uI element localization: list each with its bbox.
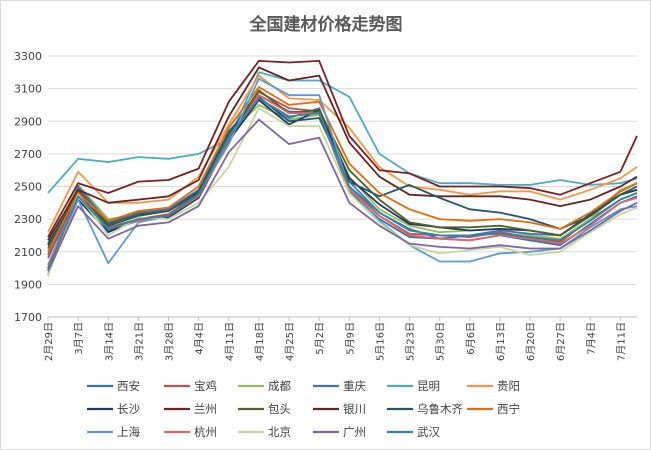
x-tick-label: 5月16日 — [374, 322, 386, 361]
series-line-17 — [47, 97, 638, 271]
x-tick-label: 6月6日 — [465, 322, 477, 355]
y-tick-label: 2500 — [14, 181, 42, 194]
legend-label: 贵阳 — [497, 379, 520, 393]
legend-label: 兰州 — [194, 402, 217, 416]
y-tick-label: 2900 — [14, 115, 42, 128]
y-tick-label: 2700 — [14, 148, 42, 161]
legend-label: 宝鸡 — [194, 379, 217, 393]
legend-label: 成都 — [268, 379, 291, 393]
legend-label: 乌鲁木齐 — [417, 402, 463, 416]
y-tick-label: 2300 — [14, 213, 42, 226]
y-tick-label: 1900 — [14, 278, 42, 291]
legend-label: 昆明 — [417, 379, 440, 393]
x-tick-label: 5月9日 — [344, 322, 356, 355]
x-tick-label: 6月20日 — [525, 322, 537, 361]
series-line-14 — [47, 94, 638, 266]
legend-label: 北京 — [268, 425, 291, 439]
series-line-11 — [47, 95, 638, 245]
series-line-9 — [47, 89, 638, 249]
series-line-8 — [47, 60, 638, 238]
legend-label: 武汉 — [417, 425, 440, 439]
legend-label: 上海 — [117, 425, 140, 439]
legend-label: 杭州 — [194, 425, 217, 439]
y-tick-label: 3300 — [14, 50, 42, 63]
x-tick-label: 2月29日 — [43, 322, 55, 361]
legend-label: 包头 — [268, 402, 291, 416]
x-tick-label: 3月21日 — [133, 322, 145, 361]
series-line-10 — [47, 66, 638, 241]
x-tick-label: 5月23日 — [405, 322, 417, 361]
x-tick-label: 3月14日 — [103, 322, 115, 361]
series-layer — [47, 60, 638, 277]
x-tick-label: 6月13日 — [495, 322, 507, 361]
x-tick-label: 4月4日 — [194, 322, 206, 355]
legend-label: 重庆 — [343, 379, 366, 393]
x-tick-label: 4月25日 — [284, 322, 296, 361]
y-tick-label: 3100 — [14, 83, 42, 96]
x-tick-label: 5月30日 — [435, 322, 447, 361]
x-tick-label: 4月18日 — [254, 322, 266, 361]
series-line-5 — [47, 71, 638, 194]
x-tick-label: 7月11日 — [615, 322, 627, 361]
legend-label: 西安 — [117, 379, 140, 393]
legend-label: 西宁 — [497, 402, 520, 416]
legend-label: 长沙 — [117, 402, 140, 416]
chart-title: 全国建材价格走势图 — [249, 14, 403, 35]
legend-label: 银川 — [343, 402, 366, 416]
series-line-6 — [47, 74, 638, 233]
y-tick-label: 1700 — [14, 311, 42, 324]
x-tick-label: 3月28日 — [164, 322, 176, 361]
x-tick-label: 5月2日 — [314, 322, 326, 355]
x-tick-label: 6月27日 — [555, 322, 567, 361]
x-tick-label: 3月7日 — [73, 322, 85, 355]
series-line-12 — [47, 86, 638, 253]
series-line-16 — [47, 118, 638, 272]
legend-label: 广州 — [343, 425, 366, 439]
x-axis: 2月29日 3月7日 3月14日 3月21日 3月28日 4月4日 4月11日 4月18日 4月… — [43, 316, 637, 361]
y-axis: 1700 1900 2100 2300 2500 2700 2900 3100 3300 — [14, 50, 42, 324]
x-tick-label: 7月4日 — [585, 322, 597, 355]
x-tick-label: 4月11日 — [224, 322, 236, 361]
y-tick-label: 2100 — [14, 246, 42, 259]
